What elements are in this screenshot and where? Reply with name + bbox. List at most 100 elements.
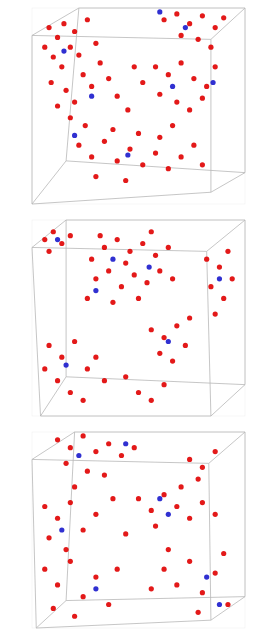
point [42,504,47,509]
point [55,237,60,242]
point [123,441,128,446]
point [125,107,130,112]
point [196,610,201,615]
cube-edge [36,601,66,628]
cube-edge [75,432,245,433]
point [72,484,77,489]
point [93,288,98,293]
point [196,476,201,481]
cube-edge [66,432,75,601]
point [213,64,218,69]
point [106,268,111,273]
point [93,586,98,591]
point [179,154,184,159]
cube-edge [32,459,209,463]
point [89,154,94,159]
point [93,512,98,517]
cube-edge [66,220,245,221]
point [191,143,196,148]
point [110,257,115,262]
point [59,355,64,360]
point [166,72,171,77]
point [217,264,222,269]
point [115,237,120,242]
point [42,45,47,50]
cube-edge [66,377,245,385]
point [221,296,226,301]
cube-edge [211,8,245,39]
point [49,80,54,85]
series [42,229,235,403]
point [125,152,130,157]
point [187,516,192,521]
cube-edge [66,220,67,377]
point [213,25,218,30]
cube-edge [207,251,211,416]
point [93,449,98,454]
cube-edge [32,247,41,416]
cube-edge [32,35,33,204]
point [63,362,68,367]
point [115,94,120,99]
point [119,453,124,458]
point [76,453,81,458]
series [42,433,230,619]
point [174,11,179,16]
cube-edge [245,220,246,385]
point [55,35,60,40]
point [55,582,60,587]
series [42,11,226,183]
cube-edge [41,377,67,416]
point [187,315,192,320]
point [174,323,179,328]
point [221,15,226,20]
point [106,441,111,446]
cube-edge [209,432,245,463]
point [63,88,68,93]
point [196,37,201,42]
cube-edge [211,385,245,416]
point [225,249,230,254]
cube-edge [210,39,211,192]
panel [32,220,245,416]
point [123,531,128,536]
point [183,25,188,30]
point [132,64,137,69]
point [85,366,90,371]
point [200,162,205,167]
point [89,84,94,89]
point [161,492,166,497]
point [225,602,230,607]
point [149,398,154,403]
point [204,84,209,89]
point [200,13,205,18]
point [217,276,222,281]
point [208,284,213,289]
point [81,433,86,438]
point [51,229,56,234]
cube-edge [211,173,245,193]
point [153,253,158,258]
point [98,233,103,238]
point [102,473,107,478]
cube-edge [32,192,211,204]
point [144,280,149,285]
point [81,594,86,599]
point [127,249,132,254]
series [55,237,222,368]
point [72,339,77,344]
point [157,92,162,97]
point [179,60,184,65]
point [106,76,111,81]
point [68,233,73,238]
point [55,378,60,383]
point [157,351,162,356]
cube-edge [209,463,211,620]
point [110,496,115,501]
point [85,17,90,22]
point [55,516,60,521]
point [191,76,196,81]
point [59,241,64,246]
point [89,94,94,99]
point [68,559,73,564]
